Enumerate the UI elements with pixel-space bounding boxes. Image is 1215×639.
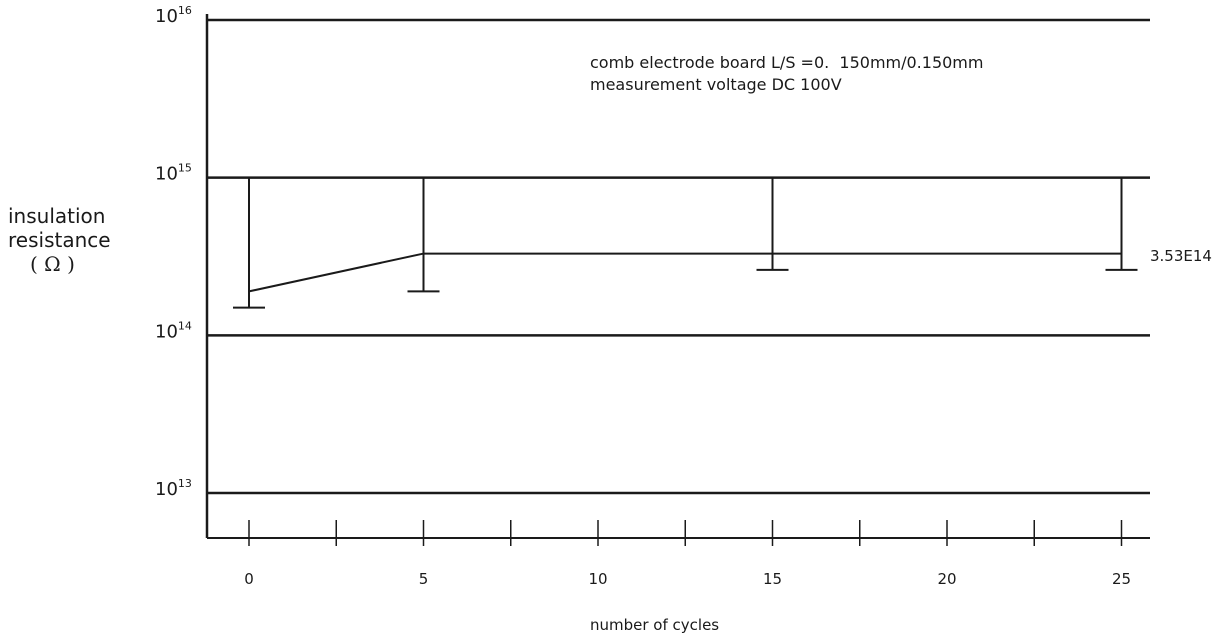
y-tick-label-16: 1016 <box>155 4 192 27</box>
x-tick-label-25: 25 <box>1112 570 1131 588</box>
y-axis-label-unit: ( Ω ) <box>30 252 75 276</box>
annotation-line-1: comb electrode board L/S =0. 150mm/0.150… <box>590 53 984 72</box>
y-axis-label-line-1: insulation <box>8 204 106 228</box>
x-tick-label-10: 10 <box>588 570 607 588</box>
x-tick-label-5: 5 <box>419 570 429 588</box>
y-tick-label-13: 1013 <box>155 477 192 500</box>
data-line <box>248 252 1122 293</box>
x-tick-label-15: 15 <box>763 570 782 588</box>
x-axis-label: number of cycles <box>590 616 720 634</box>
series-line <box>233 177 1138 309</box>
y-axis-label-line-2: resistance <box>8 228 111 252</box>
x-tick-label-20: 20 <box>937 570 956 588</box>
chart-annotation: comb electrode board L/S =0. 150mm/0.150… <box>590 52 983 96</box>
gridlines <box>207 18 1150 495</box>
data-value-label: 3.53E14 <box>1150 247 1212 265</box>
y-tick-label-15: 1015 <box>155 162 192 185</box>
y-axis-label: insulation resistance ( Ω ) <box>0 204 120 276</box>
axes <box>205 14 1150 546</box>
annotation-line-2: measurement voltage DC 100V <box>590 75 842 94</box>
x-tick-label-0: 0 <box>244 570 254 588</box>
y-tick-label-14: 1014 <box>155 319 192 342</box>
